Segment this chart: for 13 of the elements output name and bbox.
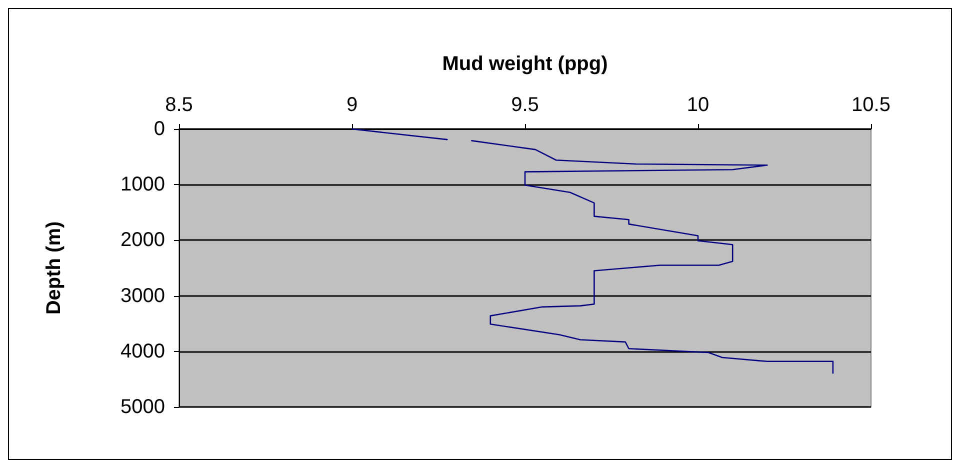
x-tick-label: 9 xyxy=(346,94,358,116)
y-axis-title: Depth (m) xyxy=(43,221,65,315)
x-axis-title: Mud weight (ppg) xyxy=(442,53,608,75)
y-tick-label: 2000 xyxy=(120,229,165,252)
x-tick-label: 8.5 xyxy=(165,94,193,116)
x-tick-label: 10.5 xyxy=(852,94,890,116)
x-tick-label: 9.5 xyxy=(511,94,539,116)
y-tick-label: 0 xyxy=(154,118,165,140)
y-tick-label: 3000 xyxy=(120,284,165,307)
y-tick-label: 5000 xyxy=(120,396,165,418)
x-tick-label: 10 xyxy=(686,94,710,116)
y-tick-label: 4000 xyxy=(120,340,165,362)
y-tick-label: 1000 xyxy=(120,174,165,196)
